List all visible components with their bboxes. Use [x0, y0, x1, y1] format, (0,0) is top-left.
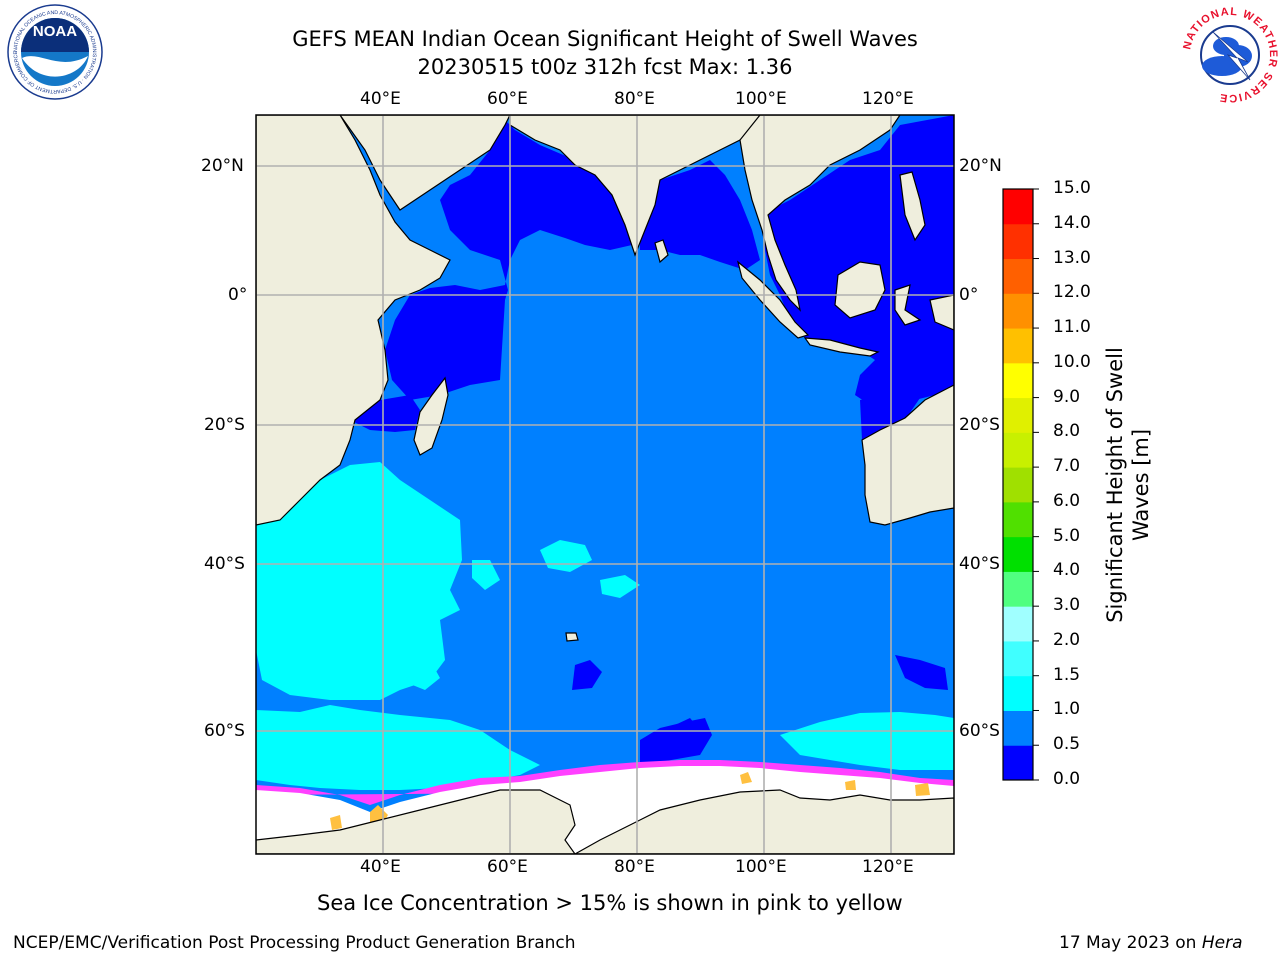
footer-credit: NCEP/EMC/Verification Post Processing Pr…: [13, 933, 576, 953]
colorbar-bin-16: [1003, 189, 1033, 225]
colorbar-tick-label-8: 6.0: [1053, 490, 1081, 511]
lat-label-left-60s: 60°S: [204, 721, 245, 741]
colorbar-label-line1: Significant Height of Swell: [1103, 347, 1127, 623]
footer-host: Hera: [1201, 933, 1243, 953]
sea-ice-caption: Sea Ice Concentration > 15% is shown in …: [317, 891, 903, 915]
colorbar-bin-13: [1003, 293, 1033, 329]
colorbar-bin-14: [1003, 258, 1033, 294]
colorbar-bin-7: [1003, 501, 1033, 538]
colorbar-tick-label-5: 3.0: [1053, 595, 1081, 616]
colorbar-bin-5: [1003, 571, 1033, 607]
colorbar-tick-label-14: 12.0: [1053, 282, 1091, 303]
lon-label-top-60e: 60°E: [487, 89, 528, 109]
lat-label-right-20s: 20°S: [959, 415, 1000, 435]
lat-label-right-40s: 40°S: [959, 554, 1000, 574]
lat-label-right-60s: 60°S: [959, 721, 1000, 741]
colorbar-tick-label-15: 13.0: [1053, 247, 1091, 268]
lat-label-left-20s: 20°S: [204, 415, 245, 435]
colorbar-tick-label-13: 11.0: [1053, 317, 1091, 338]
colorbar-tick-label-1: 0.5: [1053, 734, 1081, 755]
lat-label-left-20n: 20°N: [201, 156, 244, 176]
noaa-logo: NOAA NATIONAL OCEANIC AND ATMOSPHERIC AD…: [7, 4, 103, 100]
graticule: [256, 115, 954, 854]
colorbar-tick-label-16: 14.0: [1053, 212, 1091, 233]
lon-label-bottom-120e: 120°E: [862, 857, 914, 877]
colorbar-label: Significant Height of Swell Waves [m]: [1102, 347, 1154, 623]
colorbar-tick-label-9: 7.0: [1053, 456, 1081, 477]
lon-label-top-40e: 40°E: [360, 89, 401, 109]
lon-label-bottom-80e: 80°E: [614, 857, 655, 877]
swell-1.0-1.5-regions: [256, 462, 954, 790]
footer-date-text: 17 May 2023 on: [1059, 933, 1202, 953]
colorbar-bin-2: [1003, 675, 1033, 711]
lon-label-top-100e: 100°E: [735, 89, 787, 109]
colorbar-tick-label-10: 8.0: [1053, 421, 1081, 442]
colorbar-bin-8: [1003, 467, 1033, 503]
colorbar-label-line2: Waves [m]: [1129, 428, 1153, 542]
lat-label-right-20n: 20°N: [959, 156, 1002, 176]
colorbar-tick-label-2: 1.0: [1053, 699, 1081, 720]
footer-date: 17 May 2023 on Hera: [1059, 933, 1243, 953]
colorbar-bin-6: [1003, 536, 1033, 572]
colorbar-tick-label-17: 15.0: [1053, 178, 1091, 198]
colorbar-bin-11: [1003, 362, 1033, 399]
lon-label-top-120e: 120°E: [862, 89, 914, 109]
colorbar-tick-label-6: 4.0: [1053, 560, 1081, 581]
colorbar-frame: [1002, 188, 1034, 781]
colorbar-bin-9: [1003, 432, 1033, 468]
colorbar-tick-label-3: 1.5: [1053, 664, 1081, 685]
colorbar-bin-4: [1003, 606, 1033, 642]
colorbar-bin-15: [1003, 223, 1033, 260]
colorbar-bin-0: [1003, 745, 1033, 781]
lat-label-left-40s: 40°S: [204, 554, 245, 574]
colorbar-tick-label-11: 9.0: [1053, 386, 1081, 407]
colorbar-bin-12: [1003, 328, 1033, 364]
colorbar-bin-3: [1003, 640, 1033, 677]
map-frame: [255, 114, 955, 855]
lat-label-left-0: 0°: [228, 285, 248, 305]
lon-label-bottom-40e: 40°E: [360, 857, 401, 877]
colorbar-tick-label-7: 5.0: [1053, 525, 1081, 546]
lon-label-top-80e: 80°E: [614, 89, 655, 109]
noaa-logo-text: NOAA: [33, 23, 77, 40]
colorbar-bin-10: [1003, 397, 1033, 433]
colorbar-bin-1: [1003, 710, 1033, 746]
lat-label-right-0: 0°: [959, 285, 979, 305]
map-title: GEFS MEAN Indian Ocean Significant Heigh…: [292, 27, 918, 51]
map-area: [256, 115, 954, 854]
nws-logo: NATIONAL WEATHER SERVICE: [1181, 6, 1278, 104]
lon-label-bottom-60e: 60°E: [487, 857, 528, 877]
colorbar: [1003, 188, 1039, 781]
map-subtitle: 20230515 t00z 312h fcst Max: 1.36: [417, 55, 793, 79]
colorbar-tick-label-0: 0.0: [1053, 769, 1081, 789]
colorbar-tick-label-4: 2.0: [1053, 629, 1081, 650]
colorbar-tick-label-12: 10.0: [1053, 351, 1091, 372]
lon-label-bottom-100e: 100°E: [735, 857, 787, 877]
